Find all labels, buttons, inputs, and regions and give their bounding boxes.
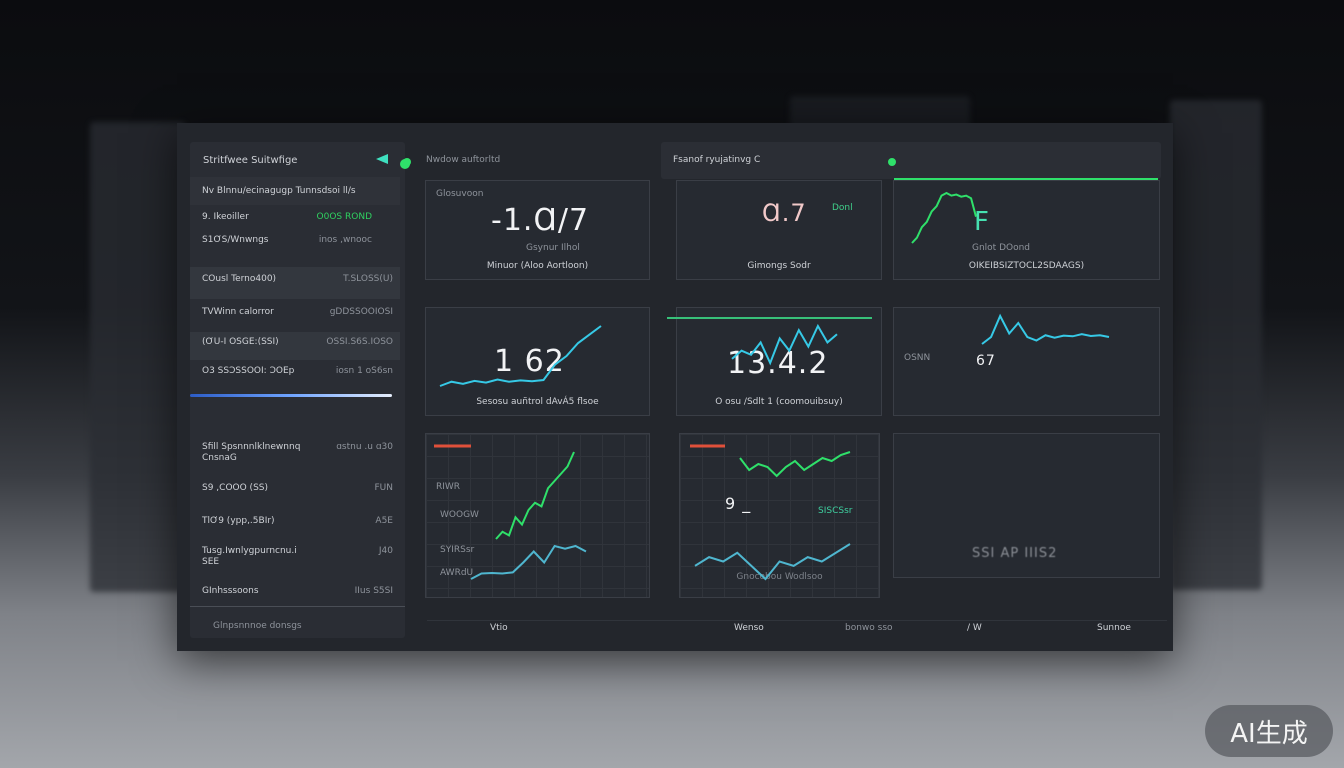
card-value: 9 _ [725,494,752,513]
card-label: RIWR [436,482,461,492]
sparkline-chart [677,181,883,281]
sidebar-row-label: Sfill Spsnnnlklnewnnq CnsnaG [202,442,301,463]
card-caption: Gimongs Sodr [747,261,811,271]
sparkline-c7a [495,451,575,540]
chart-label: SISCSsr [818,506,853,516]
sidebar-row-label: S1ƠS/Wnwngs [202,235,269,245]
sidebar-row-label: (ƠU-I OSGE:(SSI) [202,337,279,347]
sparkline-chart [434,444,587,580]
footer-item[interactable]: Vtio [490,623,508,633]
sidebar-row-value: T.SLOSS(U) [343,274,393,284]
metric-card[interactable]: OSNN 67 [893,307,1160,416]
sparkline-c8a [739,451,851,478]
sidebar-row-label: TlƠ9 (ypp,.5BIr) [202,516,275,526]
sparkline-chart [981,313,1110,345]
sparkline-chart [426,181,651,281]
sidebar: Stritfwee Suitwfige Nv Blnnu/ecinagugp T… [190,142,410,638]
live-dot-icon [403,158,411,166]
card-value: F [974,207,990,237]
sparkline-chart [667,317,872,366]
footer-item[interactable]: Sunnoe [1097,623,1131,633]
chart-label: WOOGW [440,510,479,520]
sidebar-progress-bar [190,394,392,397]
card-value: Ɑ.7 [762,199,807,227]
footer-item[interactable]: / W [967,623,982,633]
sidebar-row-value: OSSI.S6S.IOSO [326,337,393,347]
sparkline-chart [906,440,1159,444]
sidebar-row-label: 9. Ikeoiller [202,212,249,222]
card-caption: Gnocobou Wodlsoo [736,572,823,582]
metric-card[interactable]: Ɑ.7 Donl Gimongs Sodr [676,180,882,280]
sparkline-c6 [981,313,1110,345]
metric-card[interactable]: 1 62 Sesosu auñtrol dAvÁ5 flsoe [425,307,650,416]
sparkline-c3 [911,191,977,244]
metric-card[interactable]: RIWR WOOGW SYIRSsr AWRdU [425,433,650,598]
card-value: -1.Ɑ/7 [491,203,590,238]
sidebar-footer[interactable]: Glnpsnnnoe donsgs [213,621,302,631]
metric-card[interactable]: 9 _ SISCSsr Gnocobou Wodlsoo [679,433,880,598]
header-mid-label: Fsanof ryujatinvg C [673,155,761,165]
sidebar-row-value: FUN [374,483,394,493]
card-caption: O osu /Sdlt 1 (coomouibsuy) [715,397,843,407]
card-caption: Sesosu auñtrol dAvÁ5 flsoe [476,397,599,407]
card-sub: Gsynur Ilhol [526,243,580,253]
metric-card[interactable]: Glosuvoon -1.Ɑ/7 Gsynur Ilhol Minuor (Aloo … [425,180,650,280]
footer-item[interactable]: Wenso [734,623,764,633]
sparkline-c5 [731,323,838,366]
metric-card[interactable]: F Gnlot DOond OIKEIBSIZTOCL2SDAAGS) [893,178,1160,280]
sidebar-title: Stritfwee Suitwfige [203,155,298,166]
card-caption: OIKEIBSIZTOCL2SDAAGS) [968,261,1085,271]
sparkline-c4 [439,325,602,387]
sidebar-row-label: O3 SSƆSSOOI: ƆOEp [202,366,295,376]
card-caption: Minuor (Aloo Aortloon) [486,261,589,271]
sparkline-chart [690,444,851,581]
card-value: 1 62 [494,344,565,379]
card-value: SSI AP IIIS2 [972,546,1058,561]
sidebar-row-value: gDDSSOOIOSI [329,307,393,317]
watermark: AI生成 [1205,705,1333,757]
sparkline-c8b [694,543,851,581]
sidebar-row-label: COusl Terno400) [202,274,277,284]
background-panel-right [1170,100,1262,590]
metric-card[interactable]: SSI AP IIIS2 [893,433,1160,578]
background-panel-left [90,122,185,592]
sidebar-row-value: ɑstnu .u ɑ30 [336,442,393,452]
sidebar-row-label: Nv Blnnu/ecinagugp Tunnsdsoi ll/s [202,186,356,196]
header-left-label: Nwdow auftorltd [426,155,501,165]
sidebar-row-label: GInhsssoons [202,586,259,596]
card-label: Glosuvoon [436,189,484,199]
sidebar-row-label: TVWinn calorror [202,307,274,317]
card-tag: Donl [832,203,853,213]
sidebar-row-value: iosn 1 oS6sn [335,366,393,376]
sparkline-c7b [470,544,587,580]
sidebar-row-label: S9 ,COOO (SS) [202,483,269,493]
sidebar-row-value: A5E [375,516,393,526]
sidebar-row-value: J40 [378,546,393,556]
sidebar-row-value: IIus S5SI [354,586,393,596]
metric-card[interactable]: 13.4.2 O osu /Sdlt 1 (coomouibsuy) [667,307,882,416]
sidebar-row-value: inos ,wnooc [318,235,372,245]
sparkline-chart [894,178,1158,244]
sidebar-row-value: O0OS ROND [316,212,372,222]
chart-label: SYIRSsr [440,545,475,555]
sparkline-chart [439,325,602,387]
card-value: 67 [976,353,996,369]
card-label: OSNN [904,353,931,363]
dashboard-window: Stritfwee Suitwfige Nv Blnnu/ecinagugp T… [177,123,1173,651]
footer-item[interactable]: bonwo sso [845,623,893,633]
live-dot-icon [888,158,896,166]
send-icon[interactable] [376,154,388,164]
chart-label: AWRdU [440,568,474,578]
card-sub: Gnlot DOond [972,243,1031,253]
sidebar-row-label: Tusg.Iwnlygpurncnu.i SEE [202,546,297,567]
